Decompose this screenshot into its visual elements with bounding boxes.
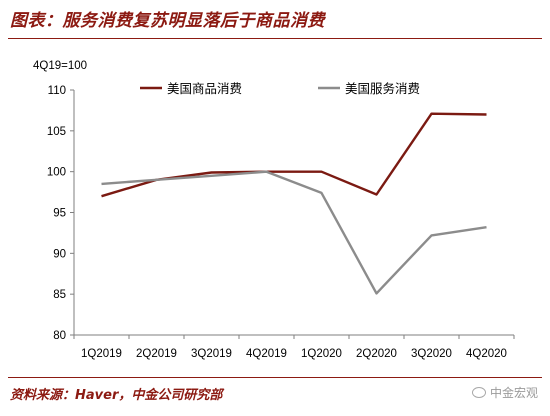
y-tick-label: 100 (47, 167, 66, 179)
y-tick-label: 80 (53, 330, 66, 342)
x-tick-label: 4Q2019 (246, 348, 287, 360)
y-tick-label: 105 (47, 126, 66, 138)
page-title: 图表：服务消费复苏明显落后于商品消费 (10, 11, 325, 31)
chart-axes: 80 85 90 95 100 105 110 1Q2019 2Q2019 3Q2019 4Q201… (47, 85, 515, 360)
x-tick-label: 1Q2020 (301, 348, 342, 360)
x-tick-label: 2Q2020 (356, 348, 397, 360)
chart-series (101, 112, 487, 295)
series-line-services (101, 170, 487, 295)
legend-label: 美国服务消费 (345, 81, 420, 96)
footer-divider (8, 377, 542, 378)
watermark-text: 中金宏观 (489, 386, 538, 400)
x-tick-label: 3Q2019 (191, 348, 232, 360)
x-tick-label: 4Q2020 (466, 348, 507, 360)
y-tick-label: 90 (53, 248, 66, 260)
legend-label: 美国商品消费 (167, 81, 242, 96)
y-unit-note: 4Q19=100 (33, 60, 87, 72)
watermark: 中金宏观 (471, 384, 538, 401)
y-tick-label: 110 (48, 85, 66, 97)
x-tick-label: 1Q2019 (81, 348, 122, 360)
y-tick-label: 95 (53, 208, 66, 220)
x-tick-label: 3Q2020 (411, 348, 452, 360)
series-line-goods (101, 112, 487, 198)
chart-legend: 美国商品消费 美国服务消费 (140, 81, 420, 96)
x-tick-label: 2Q2019 (136, 348, 177, 360)
chat-bubble-icon (471, 387, 486, 398)
y-tick-label: 85 (53, 289, 66, 301)
source-note: 资料来源：Haver，中金公司研究部 (10, 388, 223, 403)
title-divider (8, 38, 542, 39)
